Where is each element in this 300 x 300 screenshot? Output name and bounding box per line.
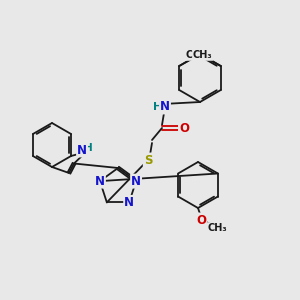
Text: O: O <box>196 214 206 226</box>
Text: N: N <box>124 196 134 209</box>
Text: O: O <box>179 122 189 134</box>
Text: S: S <box>144 154 152 166</box>
Text: H: H <box>153 102 163 112</box>
Text: N: N <box>131 175 141 188</box>
Text: CH₃: CH₃ <box>185 50 205 60</box>
Text: CH₃: CH₃ <box>207 223 227 233</box>
Text: N: N <box>160 100 170 113</box>
Text: N: N <box>95 175 105 188</box>
Text: N: N <box>77 143 87 157</box>
Text: CH₃: CH₃ <box>193 50 213 60</box>
Text: H: H <box>84 143 92 153</box>
